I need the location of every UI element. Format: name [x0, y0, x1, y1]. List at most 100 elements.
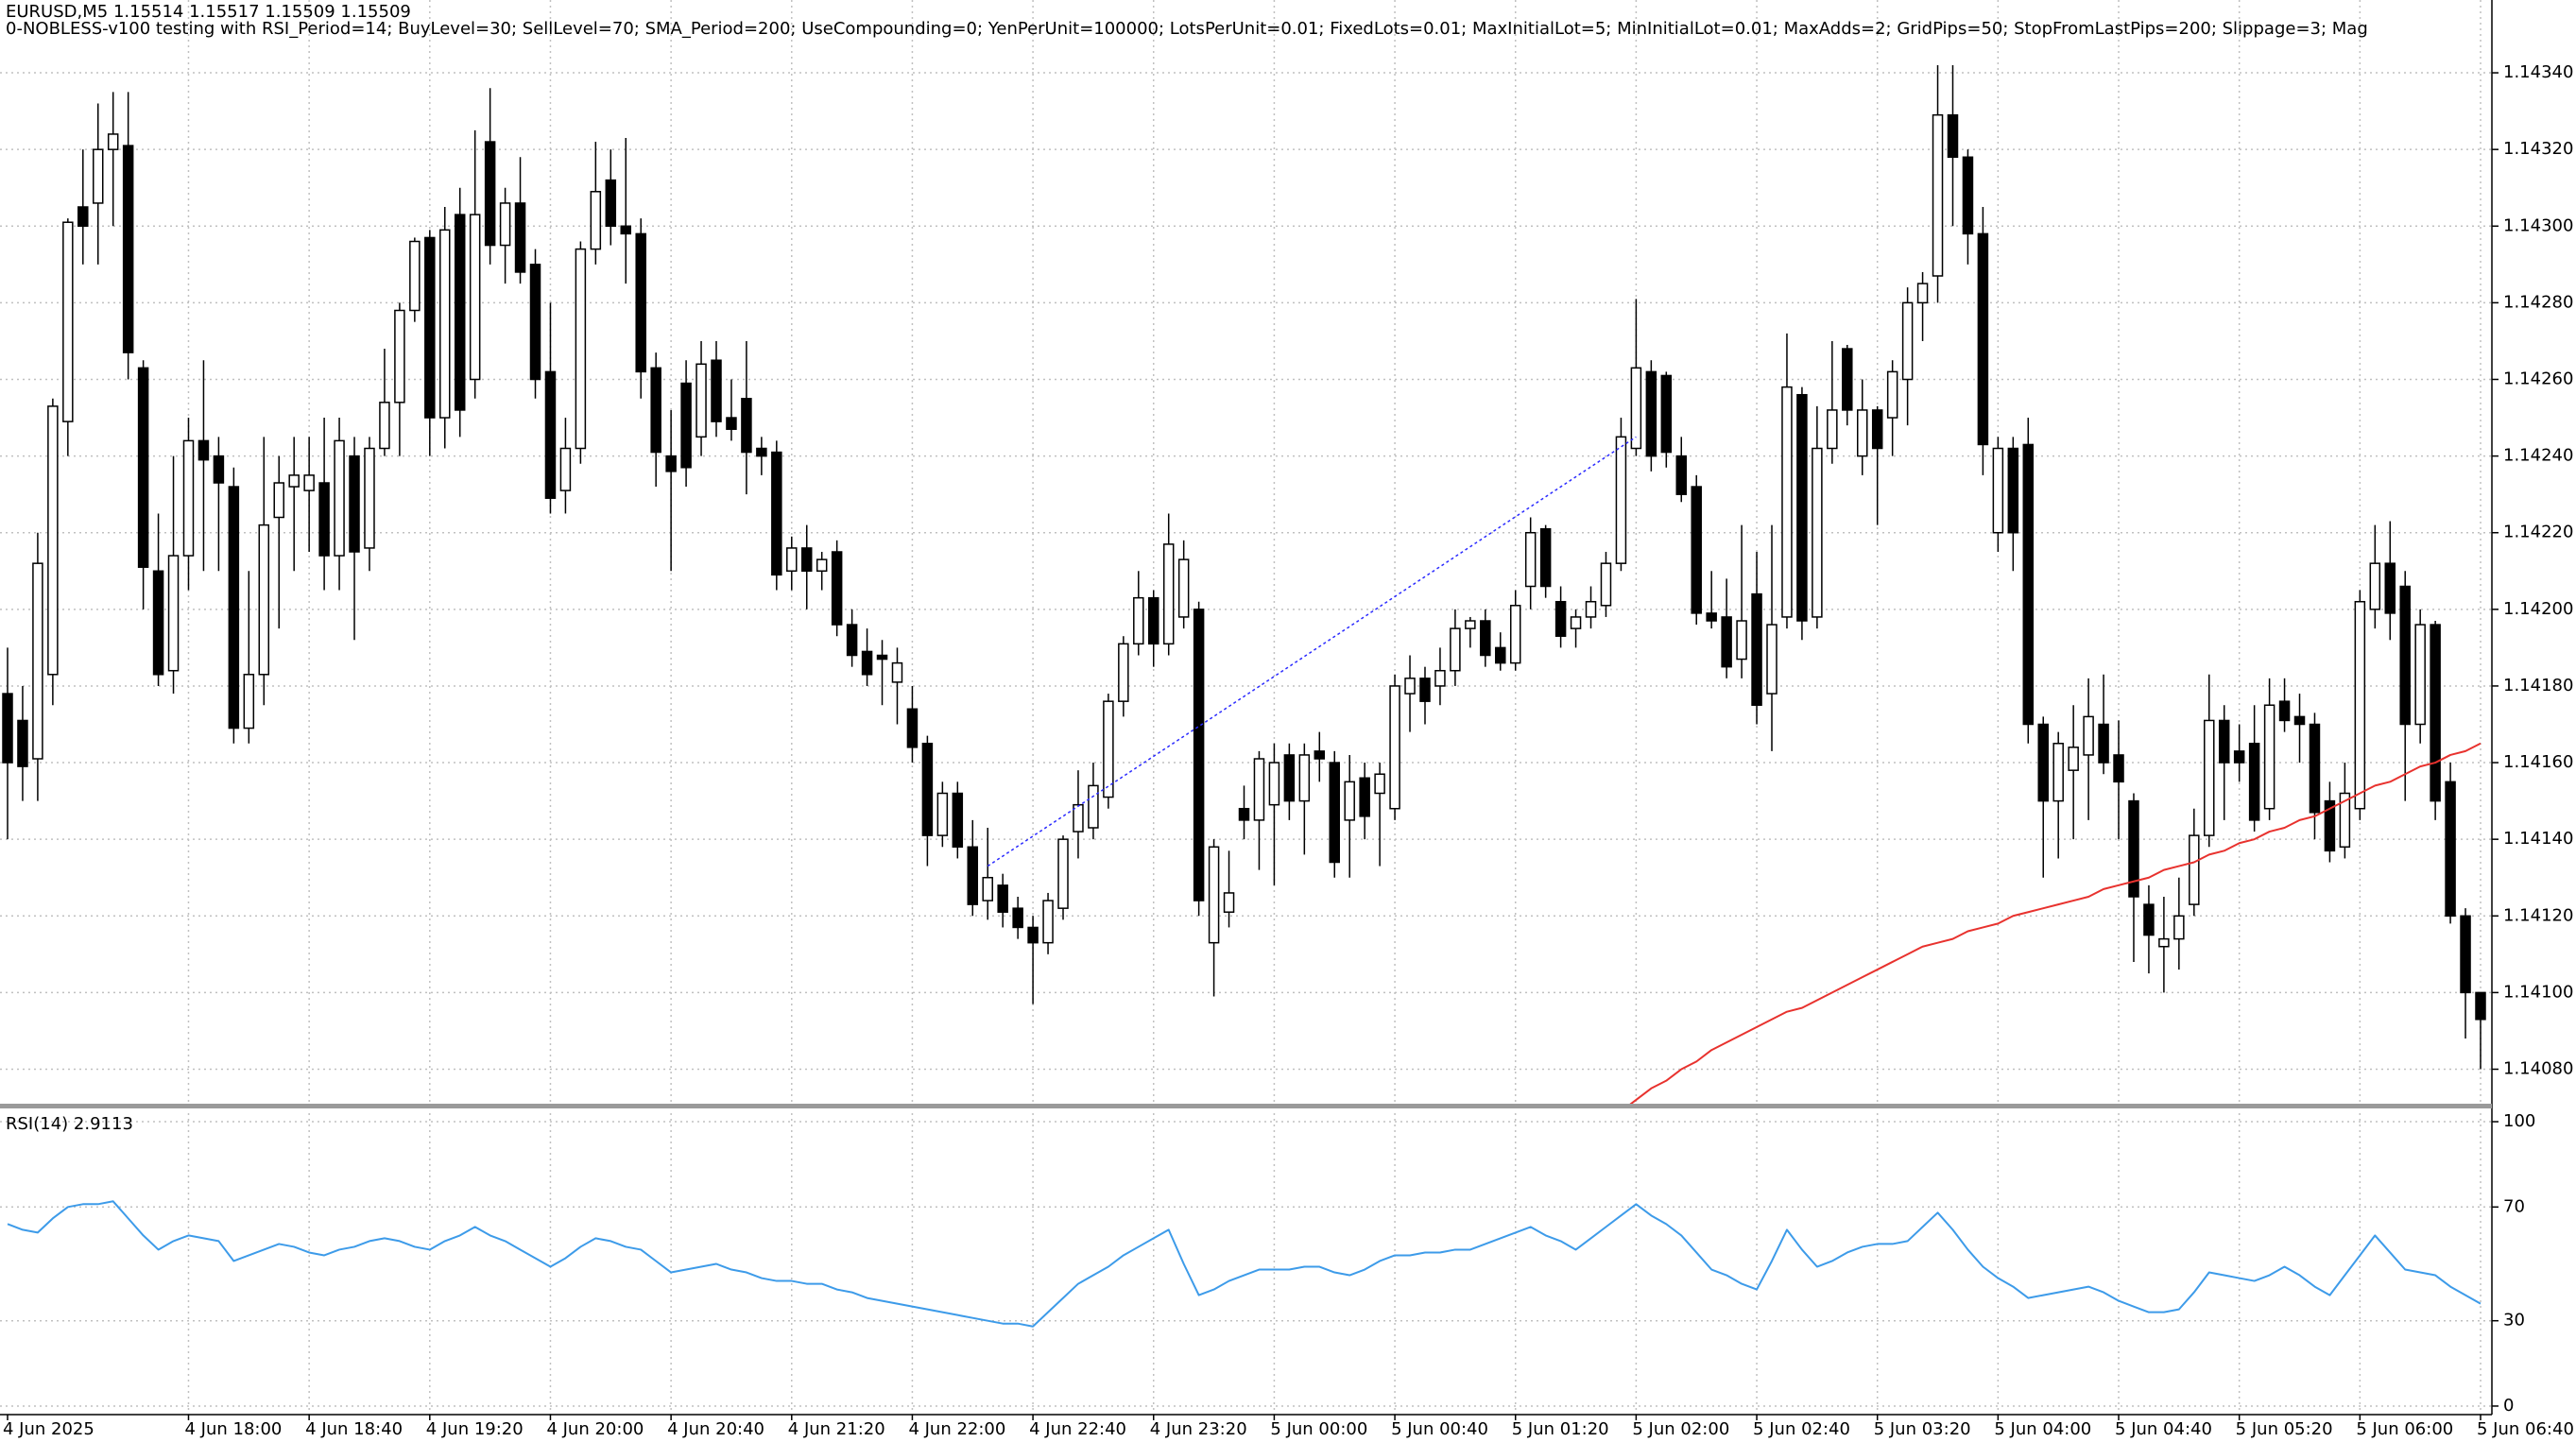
candle-body — [756, 447, 767, 457]
candle-body — [303, 474, 315, 491]
candle-body — [650, 367, 661, 454]
candle-body — [861, 650, 873, 676]
candle-body — [1660, 374, 1673, 454]
candle-body — [2173, 915, 2185, 940]
x-tick-label: 4 Jun 22:00 — [908, 1419, 1005, 1439]
candle-body — [2068, 747, 2079, 771]
candle-body — [1901, 301, 1914, 381]
y-tick-label: 1.14340 — [2503, 62, 2573, 82]
candle-body — [32, 562, 43, 760]
candle-body — [1148, 596, 1159, 645]
candle-body — [711, 359, 722, 422]
candle-body — [846, 624, 858, 657]
candle-body — [318, 482, 330, 557]
candle-body — [1962, 156, 1974, 235]
x-tick-label: 4 Jun 22:40 — [1029, 1419, 1126, 1439]
candle-body — [982, 876, 993, 901]
candle-body — [680, 382, 692, 469]
candle-body — [1796, 393, 1808, 622]
candle-body — [364, 447, 375, 549]
indicator-title: RSI(14) 2.9113 — [6, 1114, 133, 1134]
candle-body — [1450, 627, 1461, 672]
candle-body — [1570, 616, 1582, 629]
candle-body — [1314, 750, 1326, 760]
candle-body — [1344, 781, 1355, 821]
candle-body — [1359, 777, 1370, 817]
candle-body — [62, 221, 74, 422]
candle-body — [1238, 807, 1250, 821]
candle-body — [17, 719, 28, 767]
candle-body — [1012, 907, 1023, 929]
x-tick-label: 5 Jun 01:20 — [1512, 1419, 1609, 1439]
candle-body — [1947, 113, 1959, 159]
candle-body — [2475, 991, 2486, 1021]
candle-body — [1193, 609, 1205, 901]
candle-body — [2143, 903, 2155, 936]
candle-body — [394, 309, 405, 403]
candle-body — [936, 792, 949, 836]
candle-body — [92, 148, 104, 204]
candle-body — [2399, 585, 2411, 726]
x-tick-label: 4 Jun 18:00 — [184, 1419, 282, 1439]
candle-body — [1812, 447, 1823, 618]
layer — [2, 64, 2486, 1104]
y-tick-label: 1.14160 — [2503, 752, 2573, 772]
candle-body — [1524, 531, 1537, 588]
candle-body — [1706, 612, 1717, 622]
candle-body — [635, 232, 646, 373]
candle-body — [1419, 678, 1431, 702]
candle-body — [2278, 700, 2291, 722]
candle-body — [288, 474, 300, 488]
candle-body — [605, 179, 617, 228]
candle-body — [997, 884, 1008, 913]
candle-body — [967, 846, 979, 905]
y-tick-label: 1.14140 — [2503, 829, 2573, 849]
x-tick-label: 5 Jun 00:40 — [1391, 1419, 1488, 1439]
candle-body — [831, 551, 843, 626]
candle-body — [2204, 719, 2215, 836]
candle-body — [1389, 685, 1400, 810]
candle-body — [2128, 799, 2139, 898]
x-tick-label: 4 Jun 2025 — [3, 1419, 94, 1439]
y-tick-label: 70 — [2503, 1196, 2525, 1216]
y-tick-label: 1.14180 — [2503, 676, 2573, 695]
panel-separator — [0, 1104, 2492, 1108]
candle-body — [1118, 643, 1129, 702]
chart-title: 0-NOBLESS-v100 testing with RSI_Period=1… — [6, 19, 2368, 39]
candle-body — [921, 743, 934, 836]
candle-body — [1871, 409, 1883, 450]
candle-body — [1434, 669, 1446, 687]
candle-body — [1509, 605, 1521, 664]
candle-body — [2189, 834, 2200, 905]
x-tick-label: 4 Jun 23:20 — [1150, 1419, 1247, 1439]
candle-body — [2, 693, 13, 764]
candle-body — [559, 447, 572, 491]
candle-body — [273, 482, 284, 519]
x-tick-label: 5 Jun 00:00 — [1270, 1419, 1367, 1439]
y-tick-label: 1.14300 — [2503, 215, 2573, 235]
candle-body — [77, 206, 89, 228]
candle-body — [2233, 750, 2245, 764]
candle-body — [424, 236, 436, 419]
candle-body — [590, 191, 602, 250]
trade-line — [987, 436, 1637, 867]
x-tick-label: 4 Jun 19:20 — [426, 1419, 524, 1439]
candle-body — [2052, 743, 2064, 802]
candle-body — [1615, 436, 1627, 564]
candle-body — [1027, 926, 1039, 944]
candle-body — [2218, 719, 2230, 764]
candle-body — [2083, 715, 2094, 756]
candle-body — [484, 141, 496, 247]
candle-body — [1827, 409, 1838, 450]
x-tick-label: 4 Jun 21:20 — [788, 1419, 885, 1439]
candle-body — [1042, 900, 1054, 944]
candle-body — [243, 674, 255, 730]
x-tick-label: 5 Jun 05:20 — [2236, 1419, 2333, 1439]
candle-body — [1103, 700, 1114, 798]
candle-body — [1073, 803, 1084, 833]
candle-body — [1088, 784, 1099, 829]
candle-body — [514, 202, 526, 273]
candle-body — [696, 363, 707, 438]
